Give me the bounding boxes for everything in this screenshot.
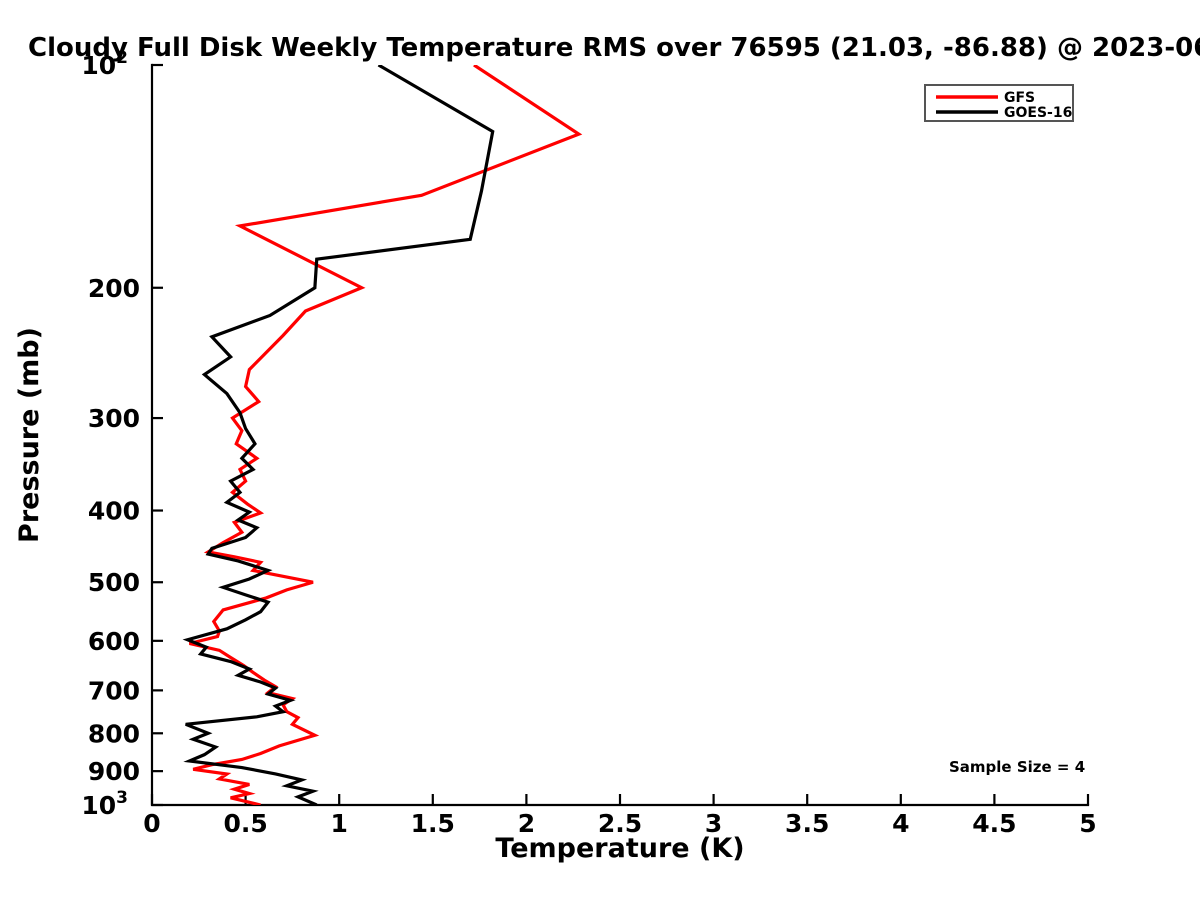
y-tick-label-500: 500 xyxy=(88,568,140,597)
y-tick-label-1000: 103 xyxy=(81,788,128,820)
x-tick-label-4.5: 4.5 xyxy=(972,809,1016,838)
page-title: Cloudy Full Disk Weekly Temperature RMS … xyxy=(28,33,1200,63)
legend-label-gfs: GFS xyxy=(1004,90,1035,106)
y-tick-label-700: 700 xyxy=(88,676,140,705)
legend-label-goes16: GOES-16 xyxy=(1004,105,1072,121)
x-axis-tick-labels: 0 0.5 1 1.5 2 2.5 3 3.5 4 4.5 5 xyxy=(143,809,1096,838)
y-tick-label-400: 400 xyxy=(88,497,140,526)
sample-size-annotation: Sample Size = 4 xyxy=(949,758,1085,776)
x-tick-label-0.5: 0.5 xyxy=(223,809,267,838)
x-tick-label-2: 2 xyxy=(518,809,535,838)
y-tick-label-800: 800 xyxy=(88,719,140,748)
series-line-goes-16 xyxy=(182,65,495,805)
legend[interactable]: GFS GOES-16 xyxy=(924,84,1074,122)
x-tick-label-2.5: 2.5 xyxy=(598,809,642,838)
y-tick-label-900: 900 xyxy=(88,757,140,786)
x-axis-title: Temperature (K) xyxy=(495,833,744,864)
x-tick-label-1: 1 xyxy=(330,809,347,838)
y-tick-label-100: 102 xyxy=(81,48,128,80)
x-axis-ticks xyxy=(150,794,1090,805)
y-tick-label-600: 600 xyxy=(88,627,140,656)
legend-box xyxy=(924,84,1074,122)
x-tick-label-3: 3 xyxy=(705,809,722,838)
x-tick-label-4: 4 xyxy=(892,809,909,838)
y-tick-label-300: 300 xyxy=(88,404,140,433)
data-series-group xyxy=(182,65,583,805)
y-axis-title: Pressure (mb) xyxy=(14,327,45,543)
x-tick-label-5: 5 xyxy=(1079,809,1096,838)
x-tick-label-0: 0 xyxy=(143,809,160,838)
x-tick-label-3.5: 3.5 xyxy=(785,809,829,838)
axis-frame xyxy=(150,63,1090,807)
x-tick-label-1.5: 1.5 xyxy=(411,809,455,838)
y-tick-label-200: 200 xyxy=(88,274,140,303)
y-axis-ticks xyxy=(152,63,163,807)
